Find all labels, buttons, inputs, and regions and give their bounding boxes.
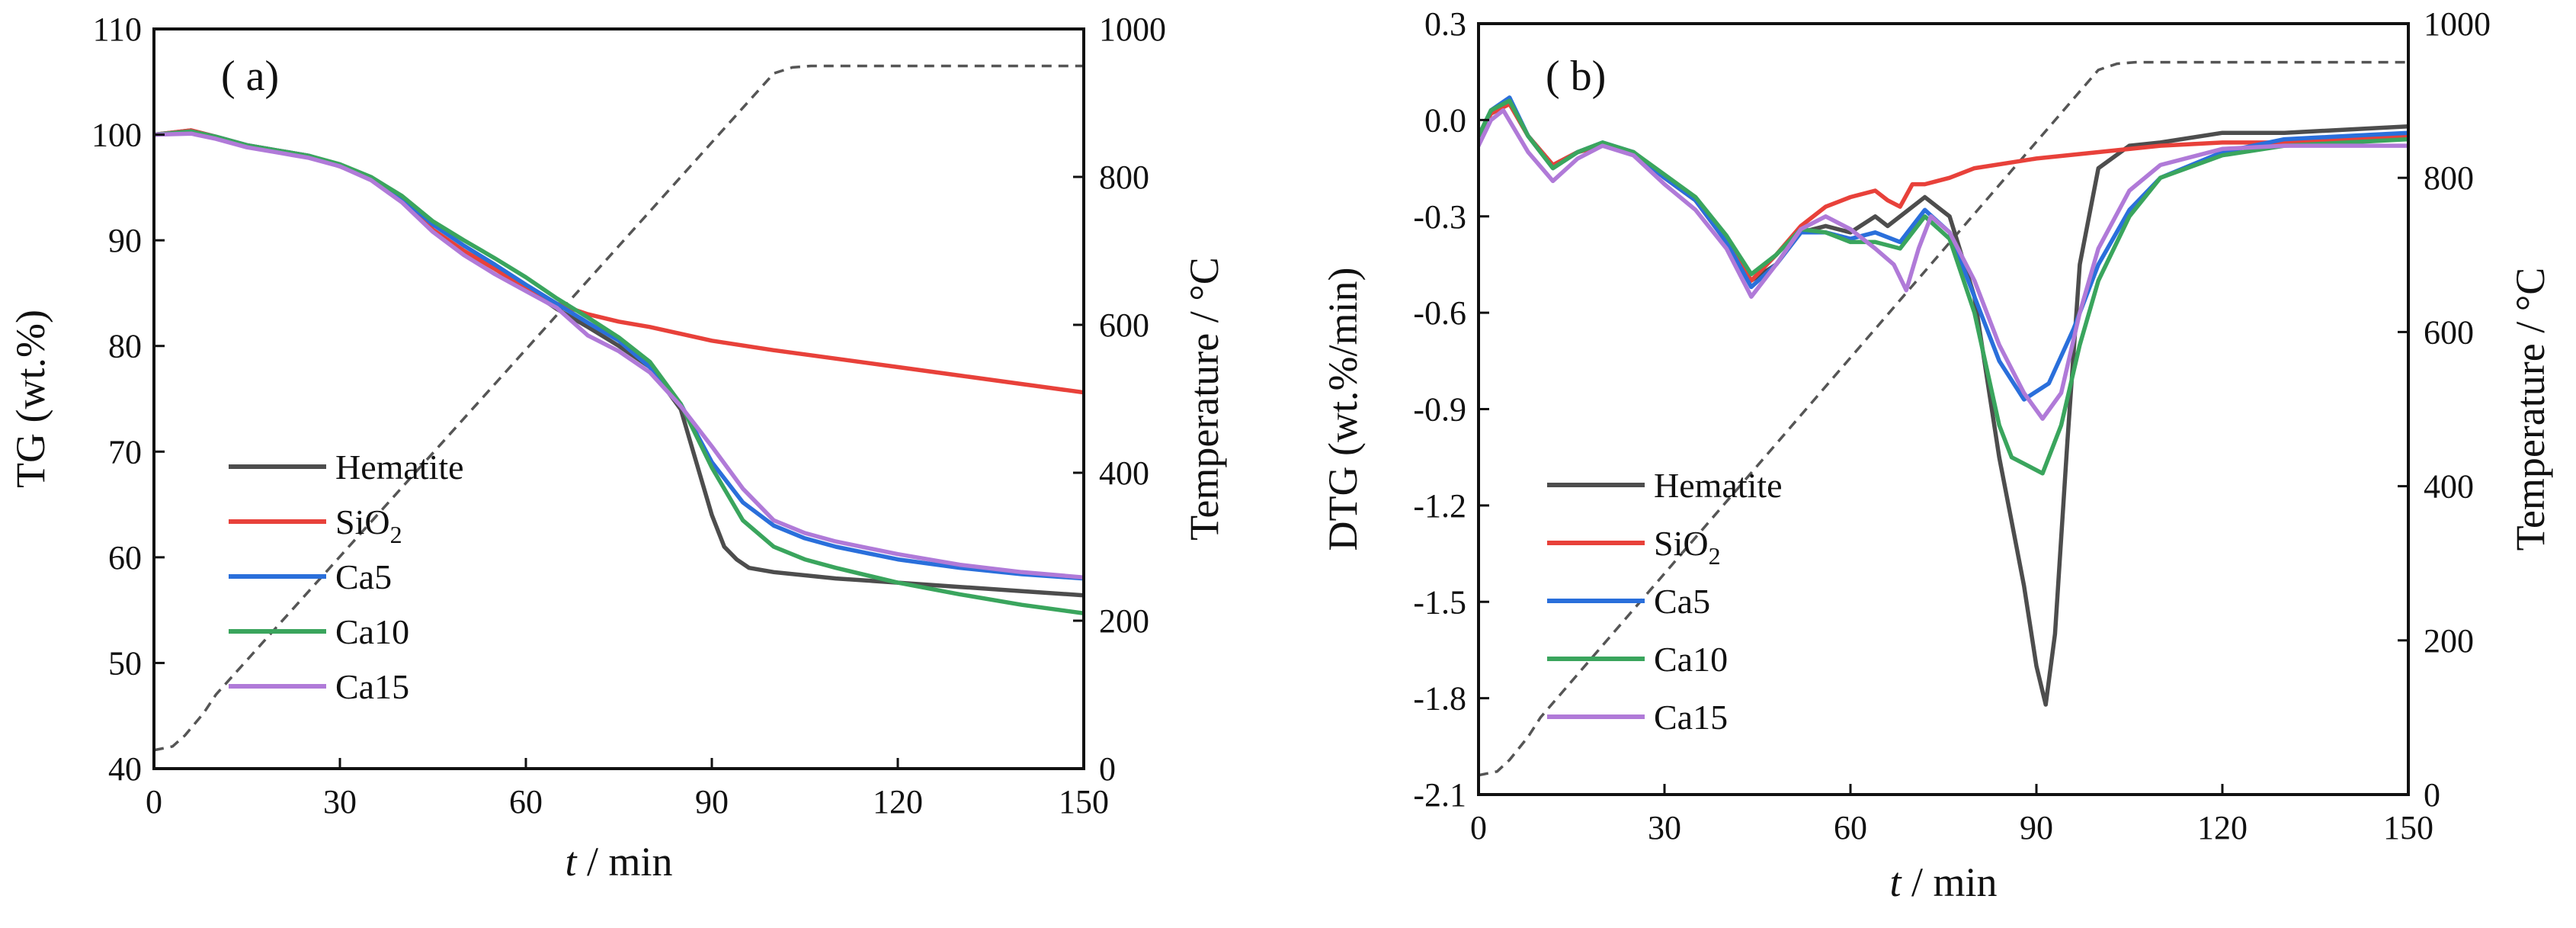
series-line-hematite (154, 128, 1084, 598)
legend-label: Ca10 (1654, 640, 1728, 679)
legend-label: SiO2 (335, 503, 402, 548)
legend-label: Ca15 (1654, 698, 1728, 737)
y2-tick-label: 600 (1099, 307, 1149, 344)
y2-tick-label: 1000 (1099, 11, 1166, 48)
x-tick-label: 60 (509, 783, 543, 820)
panel-a: 0 30 60 90 120 150 40 50 60 70 80 90 100 110 0 200 400 60… (8, 11, 1227, 885)
y-tick-label: 40 (108, 750, 142, 788)
y-tick-label: -1.5 (1413, 583, 1466, 621)
x-tick-label: 60 (1834, 809, 1867, 846)
plot-frame (1477, 22, 2410, 796)
y2-tick-label: 0 (1099, 750, 1116, 788)
legend-label: Ca5 (335, 557, 392, 596)
temperature-curve (1479, 60, 2408, 777)
series-line-sio2 (1479, 101, 2408, 283)
y2-axis-title: Temperature / °C (1181, 257, 1227, 541)
panel-label: ( b) (1546, 53, 1606, 100)
x-axis-title: t / min (565, 839, 672, 885)
legend-label: Hematite (1654, 466, 1783, 505)
series-line-hematite (1479, 101, 2408, 707)
y-tick-label: -2.1 (1413, 776, 1466, 814)
y2-tick-label: 1000 (2424, 5, 2491, 43)
legend: Hematite SiO2 Ca5 Ca10 Ca15 (1547, 466, 1783, 737)
x-tick-label: 0 (146, 783, 162, 820)
y-tick-label: -0.9 (1413, 391, 1466, 429)
y-tick-label: 100 (91, 117, 142, 154)
y2-tick-label: 200 (1099, 602, 1149, 640)
x-tick-label: 150 (1059, 783, 1109, 820)
y2-tick-label: 400 (2424, 468, 2474, 506)
x-tick-label: 90 (695, 783, 729, 820)
y2-tick-label: 0 (2424, 776, 2440, 814)
legend: Hematite SiO2 Ca5 Ca10 Ca15 (229, 448, 464, 706)
y-tick-label: 0.3 (1424, 5, 1466, 43)
x-tick-label: 0 (1470, 809, 1487, 846)
y-tick-label: -1.8 (1413, 680, 1466, 718)
temperature-curve (154, 64, 1084, 752)
y-tick-label: 80 (108, 328, 142, 365)
y-axis-title: DTG (wt.%/min) (1320, 268, 1366, 551)
x-tick-label: 30 (1648, 809, 1681, 846)
y-tick-label: -0.3 (1413, 198, 1466, 236)
series-line-ca10 (1479, 98, 2408, 476)
legend-label: Ca5 (1654, 582, 1710, 621)
y-tick-label: -1.2 (1413, 487, 1466, 525)
series-line-ca15 (154, 131, 1084, 580)
x-axis-title: t / min (1889, 859, 1997, 905)
y-tick-label: 50 (108, 644, 142, 682)
series-line-ca5 (154, 129, 1084, 581)
y2-tick-label: 400 (1099, 454, 1149, 492)
legend-label: Ca10 (335, 612, 409, 651)
x-tick-label: 150 (2383, 809, 2433, 846)
y2-axis-title: Temperature / °C (2507, 268, 2553, 551)
x-tick-label: 90 (2020, 809, 2053, 846)
y-tick-label: -0.6 (1413, 294, 1466, 332)
series-line-ca15 (1479, 108, 2408, 421)
legend-label: SiO2 (1654, 524, 1721, 570)
x-tick-label: 30 (323, 783, 357, 820)
panel-label: ( a) (221, 53, 279, 100)
y-tick-label: 60 (108, 539, 142, 576)
y2-tick-label: 800 (2424, 159, 2474, 197)
y-axis-title: TG (wt.%) (8, 310, 53, 488)
y2-tick-label: 600 (2424, 313, 2474, 351)
y2-tick-label: 200 (2424, 622, 2474, 660)
legend-label: Hematite (335, 448, 464, 486)
y-tick-label: 110 (93, 11, 142, 48)
legend-label: Ca15 (335, 667, 409, 706)
y-tick-label: 90 (108, 222, 142, 259)
y2-tick-label: 800 (1099, 159, 1149, 196)
plot-frame (152, 27, 1085, 770)
x-tick-label: 120 (2197, 809, 2248, 846)
y-tick-label: 0.0 (1424, 101, 1466, 139)
x-tick-label: 120 (873, 783, 923, 820)
panel-b: 0 30 60 90 120 150 -2.1 -1.8 -1.5 -1.2 -0.9 -0.6 -0.… (1320, 5, 2553, 905)
y-tick-label: 70 (108, 433, 142, 470)
